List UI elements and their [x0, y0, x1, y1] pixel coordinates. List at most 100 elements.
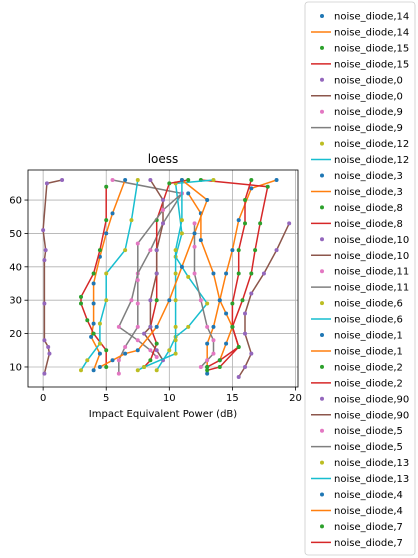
data-point — [148, 178, 153, 183]
data-point — [211, 338, 216, 343]
legend-label: noise_diode,15 — [334, 43, 409, 54]
data-point — [97, 364, 102, 369]
data-point — [154, 348, 159, 353]
series-line — [200, 179, 269, 372]
series-line — [137, 180, 183, 371]
legend-label: noise_diode,3 — [334, 187, 403, 198]
data-point — [42, 338, 47, 343]
data-point — [161, 208, 165, 213]
data-point — [243, 198, 248, 203]
data-point — [205, 368, 210, 373]
data-point — [148, 298, 153, 303]
data-point — [85, 318, 90, 323]
legend-marker-icon — [320, 301, 324, 306]
data-point — [44, 181, 49, 186]
legend-label: noise_diode,6 — [334, 315, 403, 326]
data-point — [249, 178, 254, 183]
legend-label: noise_diode,12 — [334, 139, 409, 150]
legend-label: noise_diode,12 — [334, 155, 409, 166]
data-point — [173, 351, 178, 356]
legend-label: noise_diode,9 — [334, 107, 403, 118]
series-noise-diode-4 — [97, 178, 210, 369]
data-point — [230, 248, 235, 253]
data-point — [123, 248, 128, 253]
data-point — [249, 351, 254, 356]
data-point — [97, 248, 102, 253]
legend-label: noise_diode,1 — [334, 346, 403, 357]
data-point — [154, 248, 159, 253]
legend-marker-icon — [320, 109, 324, 114]
y-tick-label: 10 — [9, 362, 22, 373]
data-point — [104, 364, 109, 369]
data-point — [123, 344, 128, 349]
legend-label: noise_diode,2 — [334, 378, 403, 389]
legend-marker-icon — [320, 460, 324, 465]
data-point — [287, 221, 292, 226]
data-point — [173, 338, 178, 343]
data-point — [243, 311, 248, 316]
data-point — [129, 298, 134, 303]
data-point — [104, 218, 109, 223]
legend-label: noise_diode,0 — [334, 91, 403, 102]
data-point — [161, 221, 165, 226]
data-point — [217, 298, 222, 303]
legend-label: noise_diode,5 — [334, 426, 403, 437]
data-point — [78, 294, 83, 299]
data-point — [179, 231, 184, 236]
data-point — [135, 241, 140, 246]
chart-title: loess — [148, 152, 179, 166]
data-point — [135, 178, 140, 183]
series-line — [42, 179, 63, 374]
data-point — [97, 341, 102, 346]
data-point — [110, 178, 115, 183]
legend-marker-icon — [320, 45, 324, 50]
data-point — [205, 358, 210, 363]
data-point — [148, 248, 153, 253]
data-point — [154, 324, 159, 329]
data-point — [167, 348, 172, 353]
y-axis-ticks: 10 20 30 40 50 60 — [9, 196, 28, 373]
legend-marker-icon — [320, 269, 324, 274]
series-noise-diode-0 — [41, 178, 65, 376]
x-axis-title: Impact Equivalent Power (dB) — [89, 409, 237, 420]
data-point — [198, 364, 203, 369]
legend-label: noise_diode,8 — [334, 219, 403, 230]
data-point — [148, 324, 153, 329]
data-point — [173, 298, 178, 303]
data-point — [43, 248, 48, 253]
data-point — [116, 358, 121, 363]
legend-marker-icon — [320, 524, 324, 529]
x-tick-label: 20 — [289, 393, 302, 404]
data-point — [205, 371, 210, 376]
data-point — [205, 198, 210, 203]
legend-label: noise_diode,0 — [334, 75, 403, 86]
data-point — [148, 358, 153, 363]
data-point — [211, 351, 216, 356]
data-point — [198, 298, 203, 303]
data-point — [104, 184, 109, 189]
x-tick-label: 5 — [103, 393, 109, 404]
legend-label: noise_diode,15 — [334, 59, 409, 70]
legend-label: noise_diode,9 — [334, 123, 403, 134]
data-point — [97, 351, 102, 356]
legend-label: noise_diode,14 — [334, 12, 409, 23]
legend-marker-icon — [320, 333, 324, 337]
data-point — [148, 348, 153, 353]
data-point — [224, 341, 229, 346]
data-point — [161, 198, 165, 203]
data-point — [274, 248, 279, 253]
series-noise-diode-13 — [135, 178, 184, 373]
data-point — [205, 341, 210, 346]
legend-label: noise_diode,7 — [334, 522, 403, 533]
data-point — [123, 351, 128, 356]
legend-marker-icon — [320, 396, 324, 401]
legend-label: noise_diode,90 — [334, 394, 409, 405]
legend-label: noise_diode,90 — [334, 410, 409, 421]
data-point — [192, 231, 197, 236]
data-point — [135, 368, 140, 373]
data-point — [42, 371, 47, 376]
legend-label: noise_diode,8 — [334, 203, 403, 214]
data-point — [186, 191, 191, 196]
series-line — [90, 179, 126, 371]
